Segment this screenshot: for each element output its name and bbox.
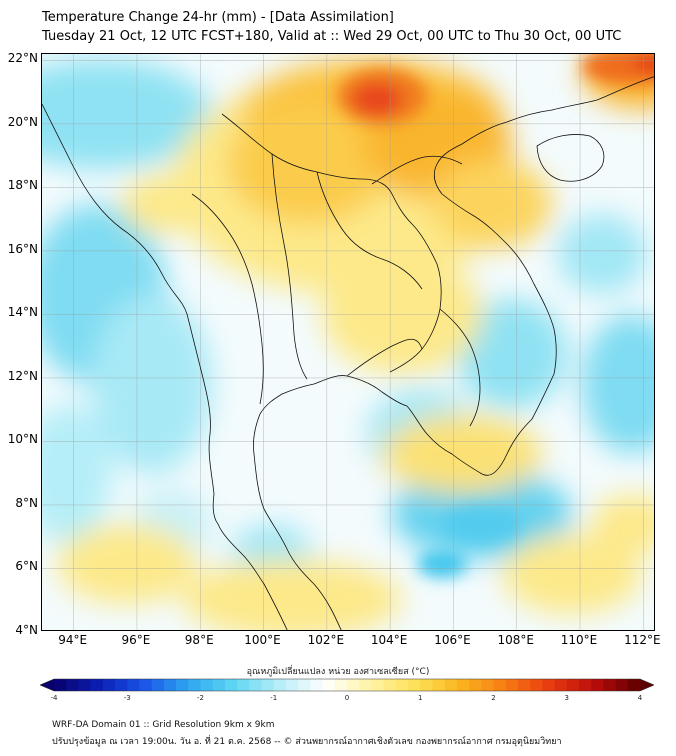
latitude-label: 12°N <box>7 368 38 383</box>
colorbar-tick-label: 1 <box>418 694 423 702</box>
longitude-label: 112°E <box>624 633 661 647</box>
colorbar <box>40 678 654 692</box>
colorbar-segment <box>359 679 372 691</box>
colorbar-segment <box>200 679 214 691</box>
colorbar-segment <box>237 679 250 691</box>
colorbar-segment <box>566 679 580 691</box>
colorbar-segment <box>249 679 263 691</box>
longitude-label: 102°E <box>307 633 345 647</box>
colorbar-tick-label: 3 <box>564 694 569 702</box>
colorbar-segment <box>298 679 311 691</box>
longitude-label: 110°E <box>560 633 598 647</box>
colorbar-tick-label: -3 <box>123 694 131 702</box>
longitude-label: 108°E <box>497 633 534 647</box>
colorbar-segment <box>139 679 153 691</box>
longitude-label: 96°E <box>121 633 151 647</box>
colorbar-tick-label: 0 <box>344 694 350 702</box>
colorbar-segment <box>102 679 116 691</box>
colorbar-segment <box>273 679 287 691</box>
colorbar-segment <box>163 679 177 691</box>
colorbar-segment <box>322 679 336 691</box>
colorbar-segment <box>261 679 275 691</box>
colorbar-segment <box>310 679 324 691</box>
chart-subtitle: Tuesday 21 Oct, 12 UTC FCST+180, Valid a… <box>42 29 622 44</box>
colorbar-segment <box>176 679 189 691</box>
latitude-label: 4°N <box>15 623 38 637</box>
latitude-label: 8°N <box>15 495 38 510</box>
colorbar-segment <box>603 679 617 691</box>
colorbar-segment <box>78 679 92 691</box>
colorbar-segment <box>371 679 385 691</box>
colorbar-title: อุณหภูมิเปลี่ยนแปลง หน่วย องศาเซลเซียส (… <box>246 667 430 677</box>
latitude-label: 6°N <box>15 559 38 574</box>
colorbar-segment <box>54 679 67 691</box>
colorbar-segment <box>212 679 226 691</box>
update-info: ปรับปรุงข้อมูล ณ เวลา 19:00น. วัน อ. ที่… <box>52 737 562 747</box>
latitude-label: 22°N <box>7 51 38 66</box>
longitude-label: 94°E <box>58 633 88 647</box>
colorbar-segment <box>517 679 531 691</box>
colorbar-segment <box>224 679 238 691</box>
colorbar-tick-label: 4 <box>637 694 643 702</box>
longitude-label: 100°E <box>244 633 281 647</box>
colorbar-segment <box>615 679 629 691</box>
longitude-label: 106°E <box>434 633 471 647</box>
colorbar-segment <box>578 679 592 691</box>
colorbar-segment <box>542 679 556 691</box>
latitude-label: 16°N <box>7 241 38 256</box>
colorbar-segment <box>530 679 543 691</box>
longitude-label: 104°E <box>370 633 408 647</box>
temperature-field <box>42 54 654 630</box>
colorbar-segment <box>408 679 421 691</box>
chart-title: Temperature Change 24-hr (mm) - [Data As… <box>42 10 394 25</box>
colorbar-tick-label: -4 <box>50 694 58 702</box>
colorbar-segment <box>554 679 568 691</box>
colorbar-segment <box>188 679 201 691</box>
colorbar-segment <box>493 679 507 691</box>
colorbar-tick-label: -2 <box>197 694 204 702</box>
colorbar-tick-label: 2 <box>491 694 496 702</box>
latitude-label: 18°N <box>7 178 38 193</box>
colorbar-segment <box>505 679 519 691</box>
colorbar-max-arrow <box>640 679 654 691</box>
colorbar-segment <box>90 679 104 691</box>
colorbar-segment <box>469 679 482 691</box>
colorbar-segment <box>627 679 641 691</box>
map-panel <box>41 53 655 631</box>
latitude-label: 14°N <box>7 305 38 320</box>
colorbar-segment <box>481 679 494 691</box>
graticule <box>42 54 654 630</box>
colorbar-segment <box>285 679 299 691</box>
colorbar-tick-label: -1 <box>270 694 278 702</box>
colorbar-segment <box>127 679 140 691</box>
temperature-hotspots <box>337 54 654 578</box>
colorbar-segment <box>432 679 446 691</box>
colorbar-segment <box>591 679 604 691</box>
colorbar-segment <box>334 679 348 691</box>
latitude-label: 20°N <box>7 114 38 129</box>
colorbar-segment <box>444 679 458 691</box>
colorbar-segment <box>420 679 433 691</box>
colorbar-segment <box>151 679 165 691</box>
colorbar-segment <box>395 679 409 691</box>
longitude-label: 98°E <box>184 633 214 647</box>
colorbar-min-arrow <box>40 679 54 691</box>
colorbar-segment <box>347 679 360 691</box>
colorbar-segment <box>383 679 397 691</box>
colorbar-segment <box>66 679 79 691</box>
coastlines-and-borders <box>42 76 654 630</box>
colorbar-segment <box>115 679 128 691</box>
temperature-change-map <box>42 54 654 630</box>
colorbar-outline <box>40 678 654 692</box>
colorbar-segment <box>456 679 470 691</box>
latitude-label: 10°N <box>7 432 38 447</box>
model-info: WRF-DA Domain 01 :: Grid Resolution 9km … <box>52 720 275 730</box>
